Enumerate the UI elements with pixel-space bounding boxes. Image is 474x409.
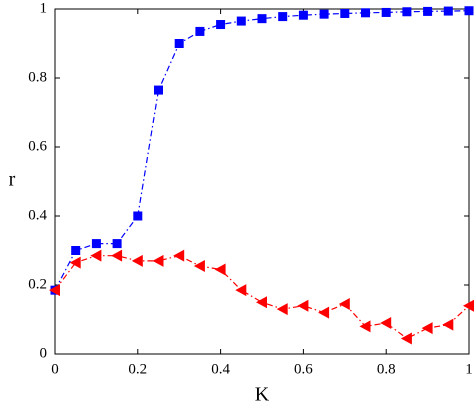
- marker: [278, 12, 288, 22]
- series-line: [54, 255, 470, 340]
- x-tick-label: 0.6: [294, 361, 313, 377]
- x-tick-label: 0.4: [211, 361, 230, 377]
- y-tick-label: 0: [40, 345, 48, 361]
- marker: [361, 8, 370, 18]
- marker: [463, 299, 474, 312]
- series-line: [54, 10, 470, 291]
- marker: [276, 303, 288, 316]
- marker: [256, 296, 267, 309]
- marker: [442, 318, 454, 331]
- marker: [131, 254, 143, 267]
- y-tick-label: 0.8: [28, 69, 47, 85]
- marker: [318, 306, 330, 319]
- marker: [69, 256, 81, 269]
- marker: [216, 20, 226, 30]
- marker: [338, 297, 350, 310]
- marker: [235, 284, 247, 297]
- marker: [111, 249, 123, 262]
- marker: [214, 263, 226, 276]
- marker: [298, 10, 308, 20]
- marker: [340, 8, 350, 18]
- marker: [152, 254, 164, 267]
- x-tick-label: 1: [465, 361, 473, 377]
- marker: [402, 7, 412, 17]
- marker: [173, 249, 185, 262]
- y-tick-label: 0.6: [28, 138, 47, 154]
- marker: [257, 14, 267, 24]
- marker: [195, 26, 205, 36]
- marker: [112, 239, 122, 249]
- y-axis-label: r: [9, 169, 16, 191]
- marker: [421, 322, 433, 335]
- marker: [91, 239, 101, 249]
- marker: [443, 6, 453, 16]
- marker: [297, 299, 309, 312]
- marker: [133, 211, 143, 221]
- marker: [154, 85, 163, 95]
- y-tick-label: 1: [40, 0, 48, 16]
- y-tick-label: 0.4: [28, 207, 47, 223]
- marker: [380, 316, 392, 329]
- x-tick-label: 0.2: [128, 361, 147, 377]
- marker: [193, 260, 205, 273]
- marker: [319, 9, 329, 19]
- marker: [90, 249, 102, 262]
- marker: [359, 320, 371, 333]
- marker: [400, 332, 412, 345]
- x-axis-label: K: [255, 384, 270, 406]
- plot-frame: [54, 8, 470, 355]
- y-tick-label: 0.2: [28, 276, 47, 292]
- marker: [381, 7, 391, 17]
- x-tick-label: 0.8: [377, 361, 396, 377]
- marker: [464, 6, 474, 16]
- marker: [174, 39, 184, 48]
- x-tick-label: 0: [51, 361, 59, 377]
- marker: [236, 16, 246, 26]
- marker: [423, 6, 433, 16]
- marker: [49, 284, 60, 297]
- marker: [71, 246, 81, 255]
